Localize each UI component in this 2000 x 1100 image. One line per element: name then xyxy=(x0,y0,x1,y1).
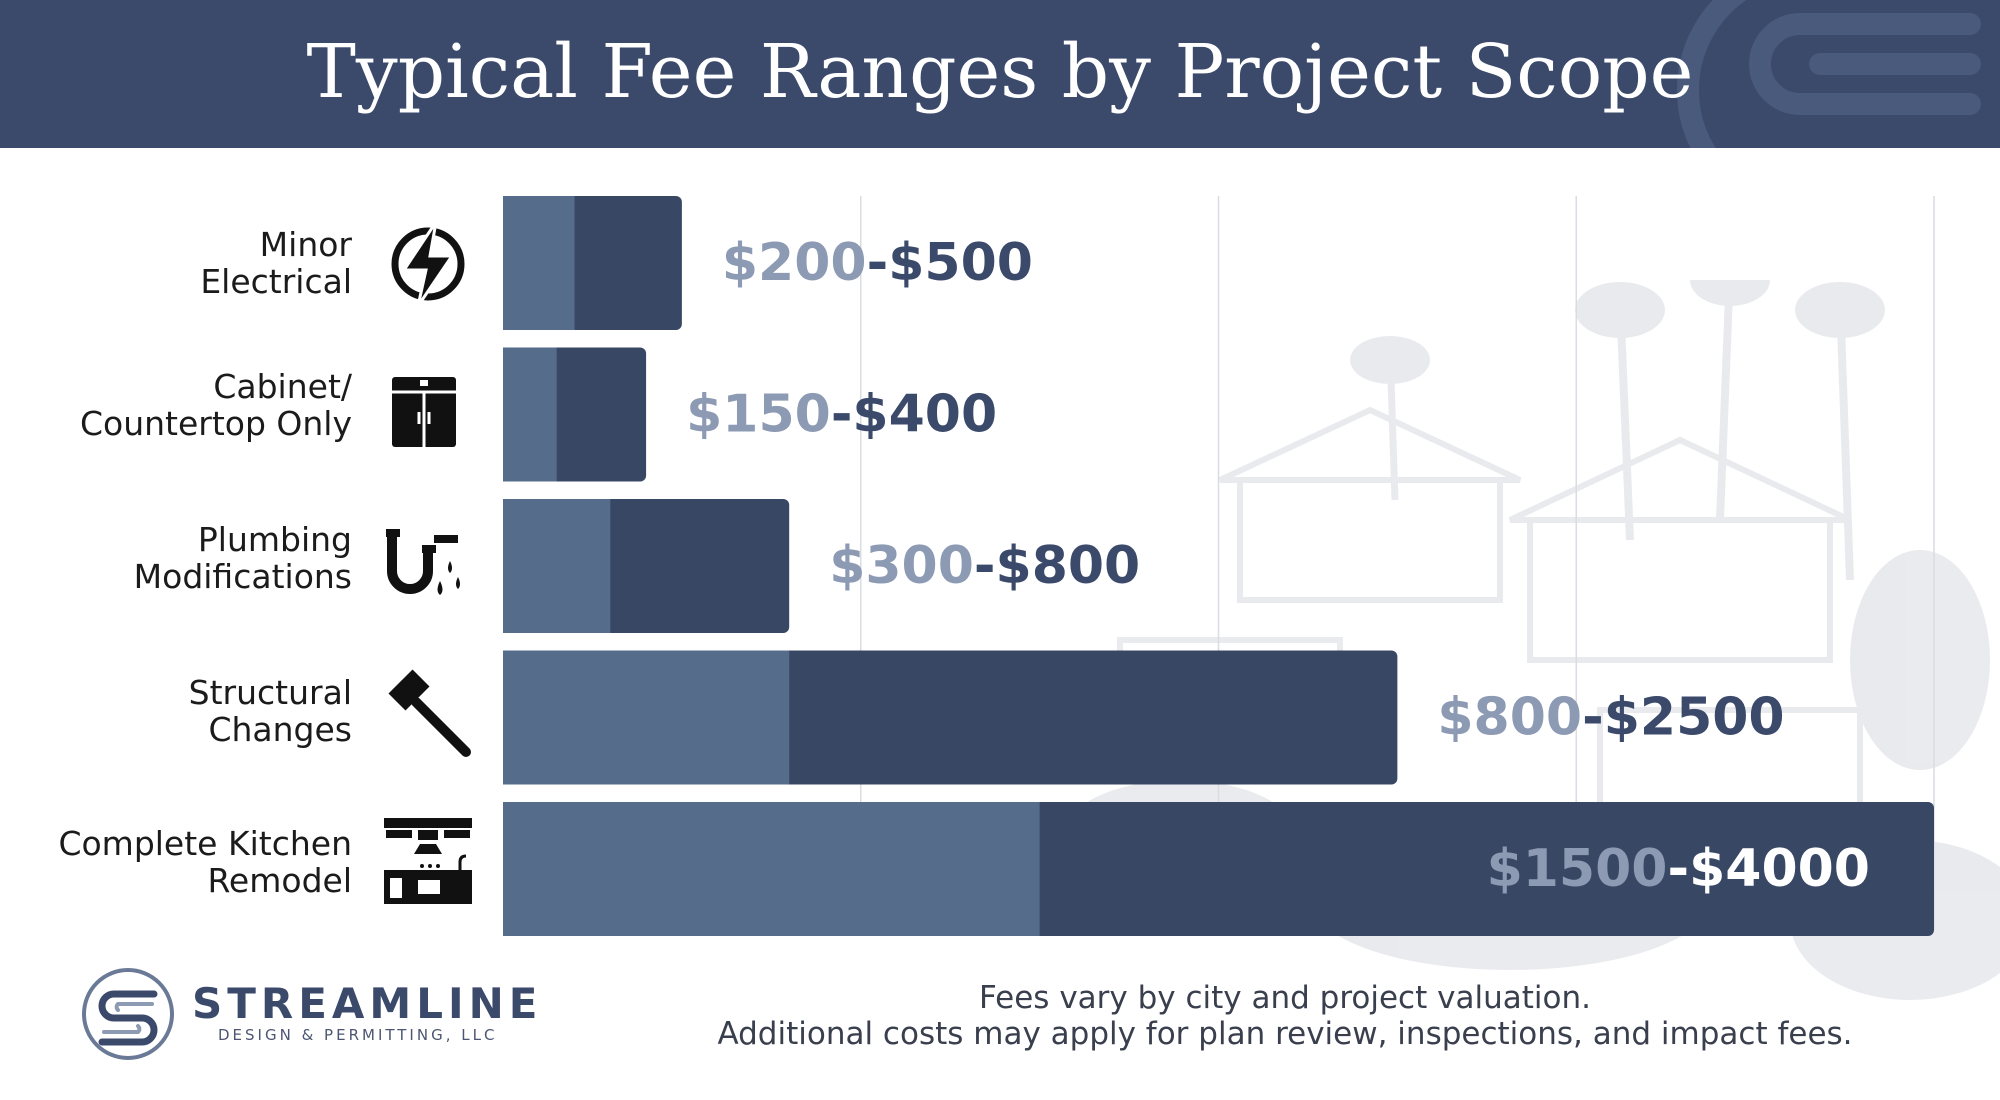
range-label: $800-$2500 xyxy=(1437,688,1784,748)
range-label: $1500-$4000 xyxy=(1487,839,1870,899)
range-label-low: $1500 xyxy=(1487,839,1668,899)
range-label-separator: - xyxy=(867,233,889,293)
range-label-high: $4000 xyxy=(1689,839,1870,899)
range-label: $150-$400 xyxy=(686,385,997,445)
bar-min xyxy=(503,196,575,330)
range-label-low: $300 xyxy=(829,536,974,596)
range-label-separator: - xyxy=(831,385,853,445)
category-label: Structural Changes xyxy=(188,673,352,749)
range-label-high: $2500 xyxy=(1604,688,1785,748)
lightning-bolt-icon xyxy=(391,221,465,307)
footnote-line-1: Fees vary by city and project valuation. xyxy=(979,980,1591,1016)
dripping-pipe-icon xyxy=(386,529,460,595)
cabinet-icon xyxy=(392,377,456,447)
kitchen-icon xyxy=(384,818,472,904)
category-label: Minor Electrical xyxy=(200,225,352,301)
range-label-low: $150 xyxy=(686,385,831,445)
range-label-high: $800 xyxy=(996,536,1141,596)
range-label-separator: - xyxy=(1667,839,1689,899)
bar-min xyxy=(503,802,1040,936)
page-title: Typical Fee Ranges by Project Scope xyxy=(306,29,1694,115)
range-label: $300-$800 xyxy=(829,536,1140,596)
brand-tagline: DESIGN & PERMITTING, LLC xyxy=(218,1026,498,1044)
category-label: Cabinet/Countertop Only xyxy=(79,367,352,443)
range-label-separator: - xyxy=(1582,688,1604,748)
header-logo-watermark xyxy=(1677,0,1981,148)
range-label-high: $400 xyxy=(852,385,997,445)
bar-min xyxy=(503,347,557,482)
hammer-icon xyxy=(388,669,471,757)
range-label-separator: - xyxy=(974,536,996,596)
category-label: Complete Kitchen Remodel xyxy=(58,824,352,900)
bar-min xyxy=(503,499,611,633)
range-label: $200-$500 xyxy=(722,233,1033,293)
bar-min xyxy=(503,650,790,785)
header-banner: Typical Fee Ranges by Project Scope xyxy=(0,0,2000,148)
range-label-low: $200 xyxy=(722,233,867,293)
streamline-logo-icon xyxy=(82,968,174,1060)
footnote-line-2: Additional costs may apply for plan revi… xyxy=(717,1016,1853,1052)
range-label-high: $500 xyxy=(888,233,1033,293)
category-label: Plumbing Modifications xyxy=(133,520,352,596)
range-label-low: $800 xyxy=(1437,688,1582,748)
footnote: Fees vary by city and project valuation.… xyxy=(640,980,1930,1052)
brand-name: STREAMLINE xyxy=(192,979,543,1028)
